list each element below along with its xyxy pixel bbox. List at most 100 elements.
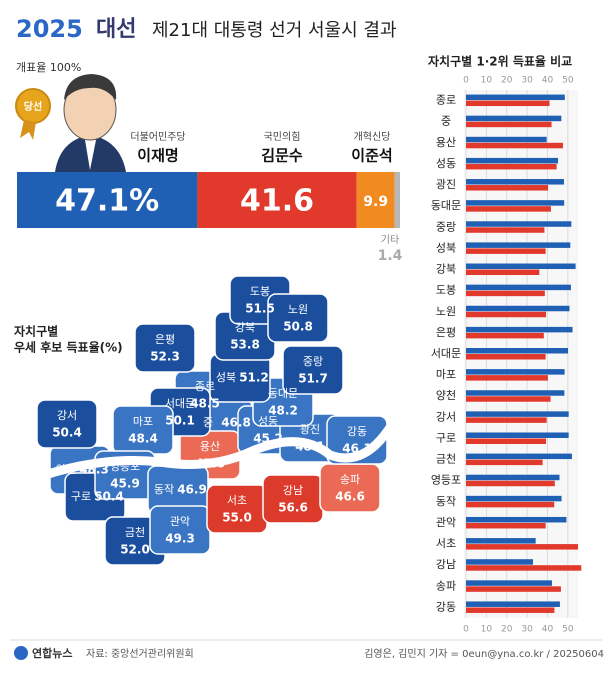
district-value: 47.6: [195, 457, 225, 471]
bar: [466, 354, 546, 360]
bar: [466, 516, 567, 523]
bar: [466, 185, 549, 191]
candidate-name: 이준석: [351, 147, 392, 165]
bar: [466, 269, 540, 276]
x-tick-label: 50: [562, 625, 574, 635]
district-name: 중: [203, 416, 213, 429]
y-tick-label: 노원: [436, 305, 456, 318]
bar: [466, 221, 572, 227]
district-value: 45.9: [110, 477, 140, 491]
district-value: 52.0: [120, 543, 150, 557]
district-value: 51.5: [245, 302, 275, 316]
y-tick-label: 종로: [436, 94, 456, 107]
footer-credit: 김영은, 김민지 기자 = 0eun@yna.co.kr / 20250604: [364, 648, 604, 660]
district-name: 관악: [170, 515, 190, 528]
bar: [466, 559, 534, 565]
district-name: 광진: [300, 423, 320, 436]
bar: [466, 311, 547, 318]
bar: [466, 390, 565, 396]
bar: [466, 263, 576, 270]
district-name: 강서: [57, 409, 77, 422]
district-name: 마포: [133, 415, 153, 428]
bar: [466, 586, 561, 592]
district-name: 종로: [195, 380, 215, 393]
candidate-name: 이재명: [137, 147, 178, 165]
district-value: 51.7: [298, 372, 328, 386]
district-value: 45.2: [253, 432, 283, 446]
footer-logo: 연합뉴스: [32, 646, 72, 660]
bar: [466, 438, 547, 444]
y-tick-label: 영등포: [431, 474, 461, 487]
chart-title: 자치구별 1·2위 득표율 비교: [428, 54, 572, 69]
bar: [466, 480, 555, 487]
bar: [466, 348, 569, 354]
vote-share-bar: [356, 172, 395, 228]
map-title: 우세 후보 득표율(%): [14, 340, 123, 355]
district-name: 송파: [340, 473, 360, 486]
seoul-map: [36, 275, 388, 566]
x-tick-label: 50: [562, 76, 574, 86]
bar: [466, 242, 571, 248]
district-name: 영등포: [110, 460, 140, 473]
y-tick-label: 중: [441, 115, 451, 128]
district-value: 49.3: [165, 532, 195, 546]
y-tick-label: 마포: [436, 368, 456, 381]
bar: [466, 332, 544, 339]
district-value: 55.0: [222, 511, 252, 525]
district-name: 노원: [288, 303, 308, 316]
bar: [466, 121, 552, 128]
footer-logo-mark: [14, 646, 28, 660]
district-name: 성북: [216, 371, 236, 384]
bar: [466, 501, 555, 508]
district-area: [206, 484, 268, 534]
bar: [466, 459, 543, 466]
bar: [466, 580, 552, 586]
party-name: 개혁신당: [354, 131, 391, 143]
winner-badge-label: 당선: [24, 100, 42, 113]
bar: [466, 522, 546, 529]
header-title: 제21대 대통령 선거 서울시 결과: [152, 20, 397, 41]
district-value: 48.4: [128, 432, 158, 446]
district-value: 46.1: [342, 442, 372, 456]
district-name: 서초: [227, 494, 247, 507]
candidate-name: 김문수: [261, 147, 303, 165]
district-value: 48.2: [268, 404, 298, 418]
footer-source: 자료: 중앙선거관리위원회: [86, 647, 194, 660]
y-tick-label: 성동: [436, 157, 456, 170]
y-tick-label: 동대문: [431, 199, 461, 212]
bar: [466, 227, 545, 233]
district-value: 50.8: [283, 320, 313, 334]
x-tick-label: 30: [521, 76, 533, 86]
bar: [466, 284, 571, 291]
vote-share-label: 41.6: [240, 184, 314, 219]
x-tick-label: 40: [542, 625, 554, 635]
district-name: 중랑: [303, 355, 323, 368]
x-tick-label: 0: [463, 76, 469, 86]
vote-share-bar: [394, 172, 400, 228]
district-name: 금천: [125, 525, 145, 539]
district-value: 56.6: [278, 501, 308, 515]
y-tick-label: 양천: [436, 388, 456, 402]
vote-share-label: 9.9: [363, 194, 388, 210]
vote-share-label: 47.1%: [55, 184, 159, 219]
district-value: 52.3: [150, 350, 180, 364]
x-tick-label: 40: [542, 76, 554, 86]
x-tick-label: 20: [501, 625, 513, 635]
district-area: [262, 474, 324, 524]
bar: [466, 495, 562, 502]
bar: [466, 607, 555, 613]
x-tick-label: 10: [481, 625, 493, 635]
bar: [466, 94, 565, 101]
y-tick-label: 서대문: [431, 347, 461, 360]
district-value: 48.5: [190, 397, 220, 411]
y-tick-label: 관악: [436, 516, 456, 529]
other-name: 기타: [381, 234, 399, 246]
bar: [466, 396, 551, 402]
vote-share-bar: [197, 172, 357, 228]
y-tick-label: 은평: [436, 326, 456, 339]
x-tick-label: 20: [501, 76, 513, 86]
han-river: [25, 405, 405, 485]
district-name: 용산: [200, 440, 220, 453]
other-value: 1.4: [378, 248, 403, 264]
district-value: 51.2: [239, 371, 269, 385]
